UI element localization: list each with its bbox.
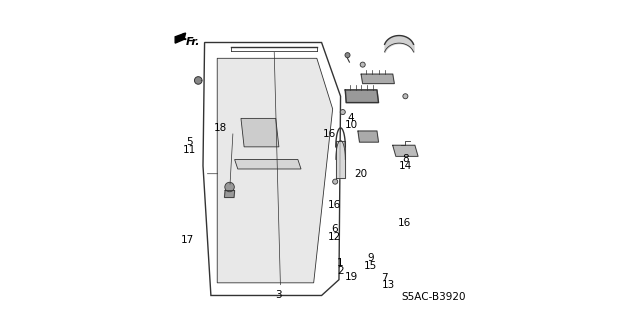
Polygon shape — [361, 74, 394, 84]
Text: 8: 8 — [402, 153, 409, 164]
Text: 16: 16 — [323, 129, 336, 138]
Text: 11: 11 — [182, 145, 196, 155]
Polygon shape — [358, 131, 378, 142]
Circle shape — [403, 94, 408, 99]
Text: 2: 2 — [337, 266, 344, 276]
Circle shape — [225, 182, 234, 192]
Text: Fr.: Fr. — [186, 37, 200, 47]
Text: 9: 9 — [367, 253, 374, 263]
Polygon shape — [241, 118, 279, 147]
Text: 18: 18 — [214, 123, 227, 133]
Text: 17: 17 — [181, 235, 195, 245]
Text: 14: 14 — [399, 161, 412, 171]
Text: 3: 3 — [276, 291, 282, 300]
Polygon shape — [175, 33, 186, 43]
Text: 16: 16 — [328, 200, 341, 210]
Text: 12: 12 — [328, 232, 341, 242]
Polygon shape — [217, 58, 333, 283]
Circle shape — [333, 179, 338, 184]
Text: 10: 10 — [344, 120, 358, 130]
Text: 19: 19 — [345, 272, 358, 282]
Text: S5AC-B3920: S5AC-B3920 — [401, 292, 465, 302]
Circle shape — [340, 109, 346, 115]
Text: 4: 4 — [348, 113, 355, 123]
Circle shape — [195, 77, 202, 84]
Text: 6: 6 — [331, 224, 337, 234]
Text: 16: 16 — [398, 218, 412, 228]
Text: 1: 1 — [337, 258, 344, 268]
Circle shape — [345, 53, 350, 58]
Text: 20: 20 — [354, 169, 367, 179]
Text: 15: 15 — [364, 261, 377, 271]
Polygon shape — [235, 160, 301, 169]
Text: 13: 13 — [382, 280, 396, 290]
Polygon shape — [393, 145, 418, 156]
Text: 7: 7 — [381, 273, 387, 283]
Text: 5: 5 — [186, 137, 193, 147]
Polygon shape — [346, 90, 378, 103]
Polygon shape — [225, 190, 235, 197]
Circle shape — [360, 62, 365, 67]
